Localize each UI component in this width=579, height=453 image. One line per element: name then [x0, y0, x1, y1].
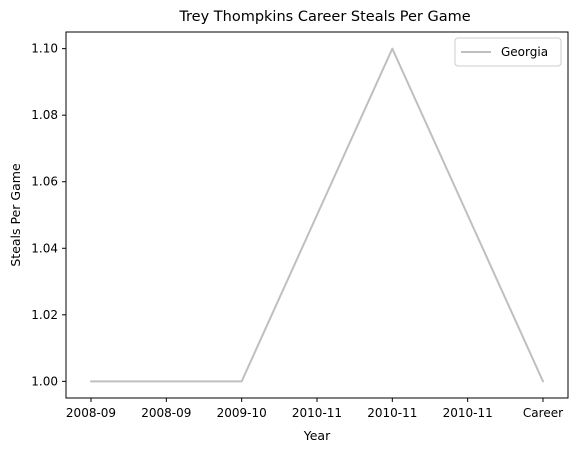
y-tick-label: 1.04: [31, 241, 58, 255]
y-tick-label: 1.00: [31, 374, 58, 388]
x-tick-label: 2010-11: [292, 406, 342, 420]
x-tick-label: 2008-09: [66, 406, 116, 420]
x-tick-label: Career: [523, 406, 563, 420]
x-tick-label: 2009-10: [217, 406, 267, 420]
legend-label-georgia: Georgia: [501, 45, 548, 59]
legend: Georgia: [454, 37, 562, 67]
series-line-georgia: [90, 47, 544, 383]
x-tick-label: 2010-11: [443, 406, 493, 420]
y-tick-label: 1.10: [31, 42, 58, 56]
x-axis-title: Year: [303, 428, 331, 443]
x-tick-label: 2010-11: [367, 406, 417, 420]
y-axis: 1.00 1.02 1.04 1.06 1.08 1.10: [31, 42, 66, 388]
y-tick-label: 1.06: [31, 175, 58, 189]
legend-box: [454, 37, 562, 67]
y-tick-label: 1.02: [31, 308, 58, 322]
plot-area: 1.001.021.041.061.081.10 2008-09 2008-09 2…: [31, 31, 569, 420]
y-tick-label: 1.08: [31, 108, 58, 122]
x-tick-label: 2008-09: [141, 406, 191, 420]
y-axis-title: Steals Per Game: [8, 163, 23, 267]
series-layer: [90, 47, 544, 383]
x-axis: 2008-09 2008-09 2009-10 2010-11 2010-11 2010-…: [66, 398, 563, 420]
chart-title: Trey Thompkins Career Steals Per Game: [178, 9, 470, 25]
